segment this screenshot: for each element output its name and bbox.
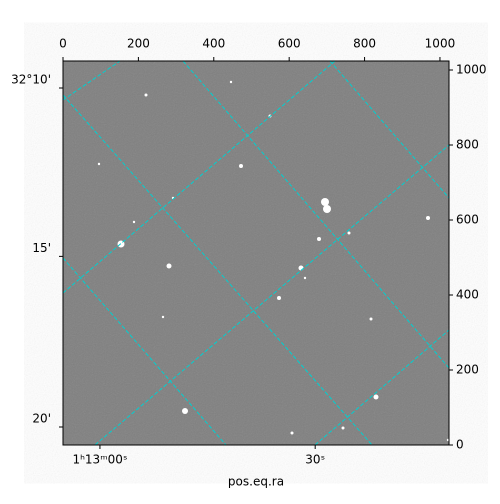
x-tick-label: 600 [278, 37, 301, 51]
ra-tick-label: 30ˢ [305, 453, 325, 467]
ra-tick-label: 1ʰ13ᵐ00ˢ [72, 453, 127, 467]
x-tick-label: 1000 [425, 37, 456, 51]
x-tick-label: 800 [353, 37, 376, 51]
y-tick-label: 0 [456, 438, 464, 452]
dec-tick-label: 15' [32, 241, 51, 255]
image-noise [63, 61, 449, 445]
y-tick-label: 400 [456, 288, 479, 302]
x-tick-label: 200 [127, 37, 150, 51]
y-tick-label: 1000 [456, 63, 487, 77]
axes-frame [62, 60, 450, 446]
y-tick-label: 600 [456, 213, 479, 227]
x-tick-label: 0 [59, 37, 67, 51]
dec-tick-label: 32°10' [11, 73, 51, 87]
x-axis-label: pos.eq.ra [228, 475, 284, 489]
coordinate-grid [62, 60, 450, 446]
y-tick-label: 200 [456, 363, 479, 377]
y-tick-label: 800 [456, 138, 479, 152]
dec-tick-label: 20' [32, 412, 51, 426]
x-tick-label: 400 [202, 37, 225, 51]
